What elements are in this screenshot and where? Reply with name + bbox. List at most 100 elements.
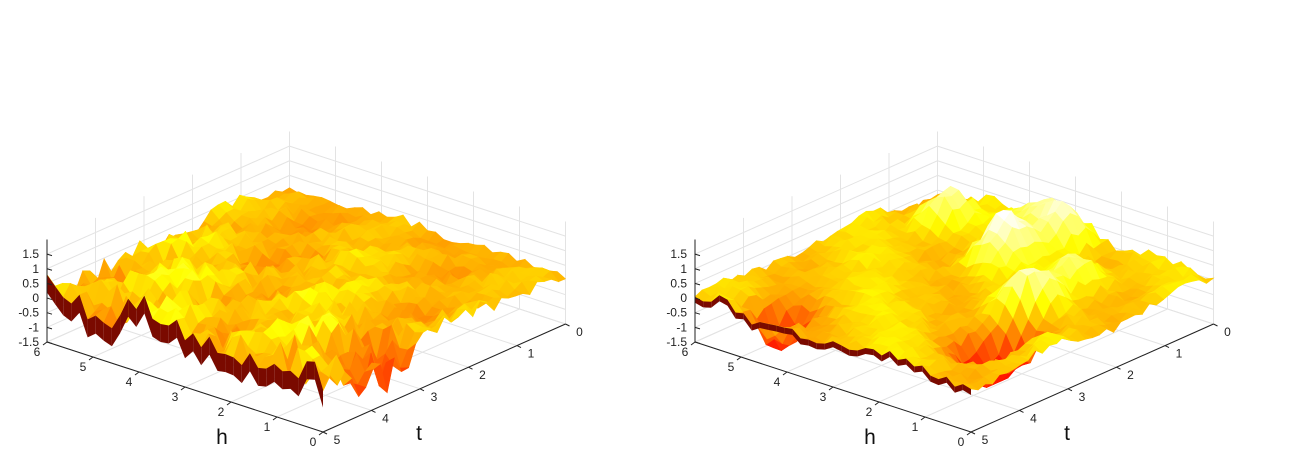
h-tick-mark <box>874 401 880 406</box>
skirt-patch <box>719 295 728 306</box>
z-tick-mark <box>46 312 53 315</box>
skirt-patch <box>735 312 744 320</box>
z-tick-mark <box>694 253 701 257</box>
grid-line <box>694 145 938 255</box>
skirt-patch <box>225 354 234 376</box>
skirt-patch <box>824 341 833 350</box>
skirt-patch <box>168 319 177 344</box>
skirt-patch <box>906 358 915 373</box>
h-tick-mark <box>782 371 788 376</box>
skirt-patch <box>266 363 275 387</box>
skirt-patch <box>954 384 963 393</box>
t-tick-mark <box>516 345 522 349</box>
h-tick-mark <box>272 416 278 421</box>
skirt-patch <box>160 324 169 344</box>
skirt-patch <box>136 295 145 327</box>
h-tick-label: 2 <box>218 405 225 419</box>
h-tick-label: 6 <box>682 345 689 359</box>
skirt-patch <box>841 345 850 356</box>
skirt-patch <box>743 313 752 331</box>
t-tick-label: 1 <box>528 347 535 361</box>
skirt-patch <box>873 349 882 362</box>
skirt-patch <box>703 301 712 308</box>
skirt-patch <box>306 361 315 380</box>
h-axis-label: h <box>864 426 876 449</box>
z-tick-mark <box>46 341 53 344</box>
h-tick-label: 2 <box>866 405 873 419</box>
h-tick-mark <box>828 386 834 391</box>
skirt-patch <box>63 297 72 322</box>
skirt-patch <box>193 333 202 366</box>
left-surface-plot: 0 1 2 3 4 5 6 0 1 2 3 4 5 -1.5 -1 -0.5 0 0.5 1 1.5 h t <box>18 131 583 449</box>
t-axis-label: t <box>416 422 422 445</box>
z-tick-mark <box>46 297 53 301</box>
h-tick-mark <box>736 356 742 361</box>
skirt-patch <box>71 294 80 322</box>
z-tick-mark <box>46 268 53 271</box>
skirt-patch <box>95 315 104 341</box>
z-tick-mark <box>46 282 53 286</box>
t-tick-mark <box>1164 345 1170 349</box>
z-tick-mark <box>694 268 701 271</box>
t-tick-label: 5 <box>334 433 341 447</box>
grid-line <box>46 174 290 284</box>
skirt-patch <box>79 294 88 338</box>
t-tick-mark <box>322 431 328 435</box>
skirt-patch <box>889 351 898 366</box>
surface-mesh <box>46 187 567 398</box>
t-tick-label: 5 <box>982 433 989 447</box>
t-tick-label: 0 <box>576 325 583 339</box>
h-tick-mark <box>42 341 48 346</box>
skirt-patch <box>946 376 955 393</box>
h-axis-label: h <box>216 426 228 449</box>
grid-line <box>924 308 1168 418</box>
z-tick-label: -0.5 <box>666 306 687 320</box>
h-tick-mark <box>920 416 926 421</box>
t-tick-label: 4 <box>1030 411 1037 425</box>
t-tick-mark <box>1213 323 1218 327</box>
skirt-patch <box>217 352 226 373</box>
skirt-patch <box>120 298 129 334</box>
skirt-patch <box>930 375 939 386</box>
grid-line <box>46 145 290 255</box>
skirt-patch <box>792 328 801 345</box>
t-tick-mark <box>468 366 473 370</box>
z-tick-label: -1.5 <box>18 335 39 349</box>
t-axis-line <box>322 323 566 433</box>
h-tick-label: 0 <box>310 435 317 449</box>
t-tick-mark <box>1019 409 1024 413</box>
skirt-patch <box>55 286 64 316</box>
skirt-patch <box>298 361 307 397</box>
skirt-patch <box>833 341 842 352</box>
t-tick-label: 2 <box>479 368 486 382</box>
skirt-patch <box>695 296 704 308</box>
skirt-patch <box>241 353 250 384</box>
t-tick-mark <box>565 323 570 327</box>
skirt-patch <box>209 336 218 371</box>
skirt-patch <box>711 295 720 308</box>
h-tick-mark <box>134 371 140 376</box>
surface-mesh <box>694 185 1215 391</box>
skirt-patch <box>759 322 769 330</box>
skirt-patch <box>290 370 299 397</box>
skirt-patch <box>922 365 931 382</box>
h-tick-mark <box>966 431 972 436</box>
z-tick-mark <box>694 297 701 301</box>
skirt-patch <box>314 361 323 408</box>
h-tick-mark <box>690 341 696 346</box>
z-tick-label: 1.5 <box>22 247 39 261</box>
grid-line <box>694 160 938 270</box>
grid-line <box>694 174 938 284</box>
z-tick-mark <box>46 253 53 257</box>
skirt-patch <box>258 367 267 387</box>
z-tick-mark <box>694 312 701 315</box>
z-tick-mark <box>46 326 53 330</box>
skirt-patch <box>849 349 858 357</box>
h-tick-label: 0 <box>958 435 965 449</box>
skirt-patch <box>282 370 291 390</box>
skirt-patch <box>47 274 56 305</box>
t-tick-label: 4 <box>382 411 389 425</box>
